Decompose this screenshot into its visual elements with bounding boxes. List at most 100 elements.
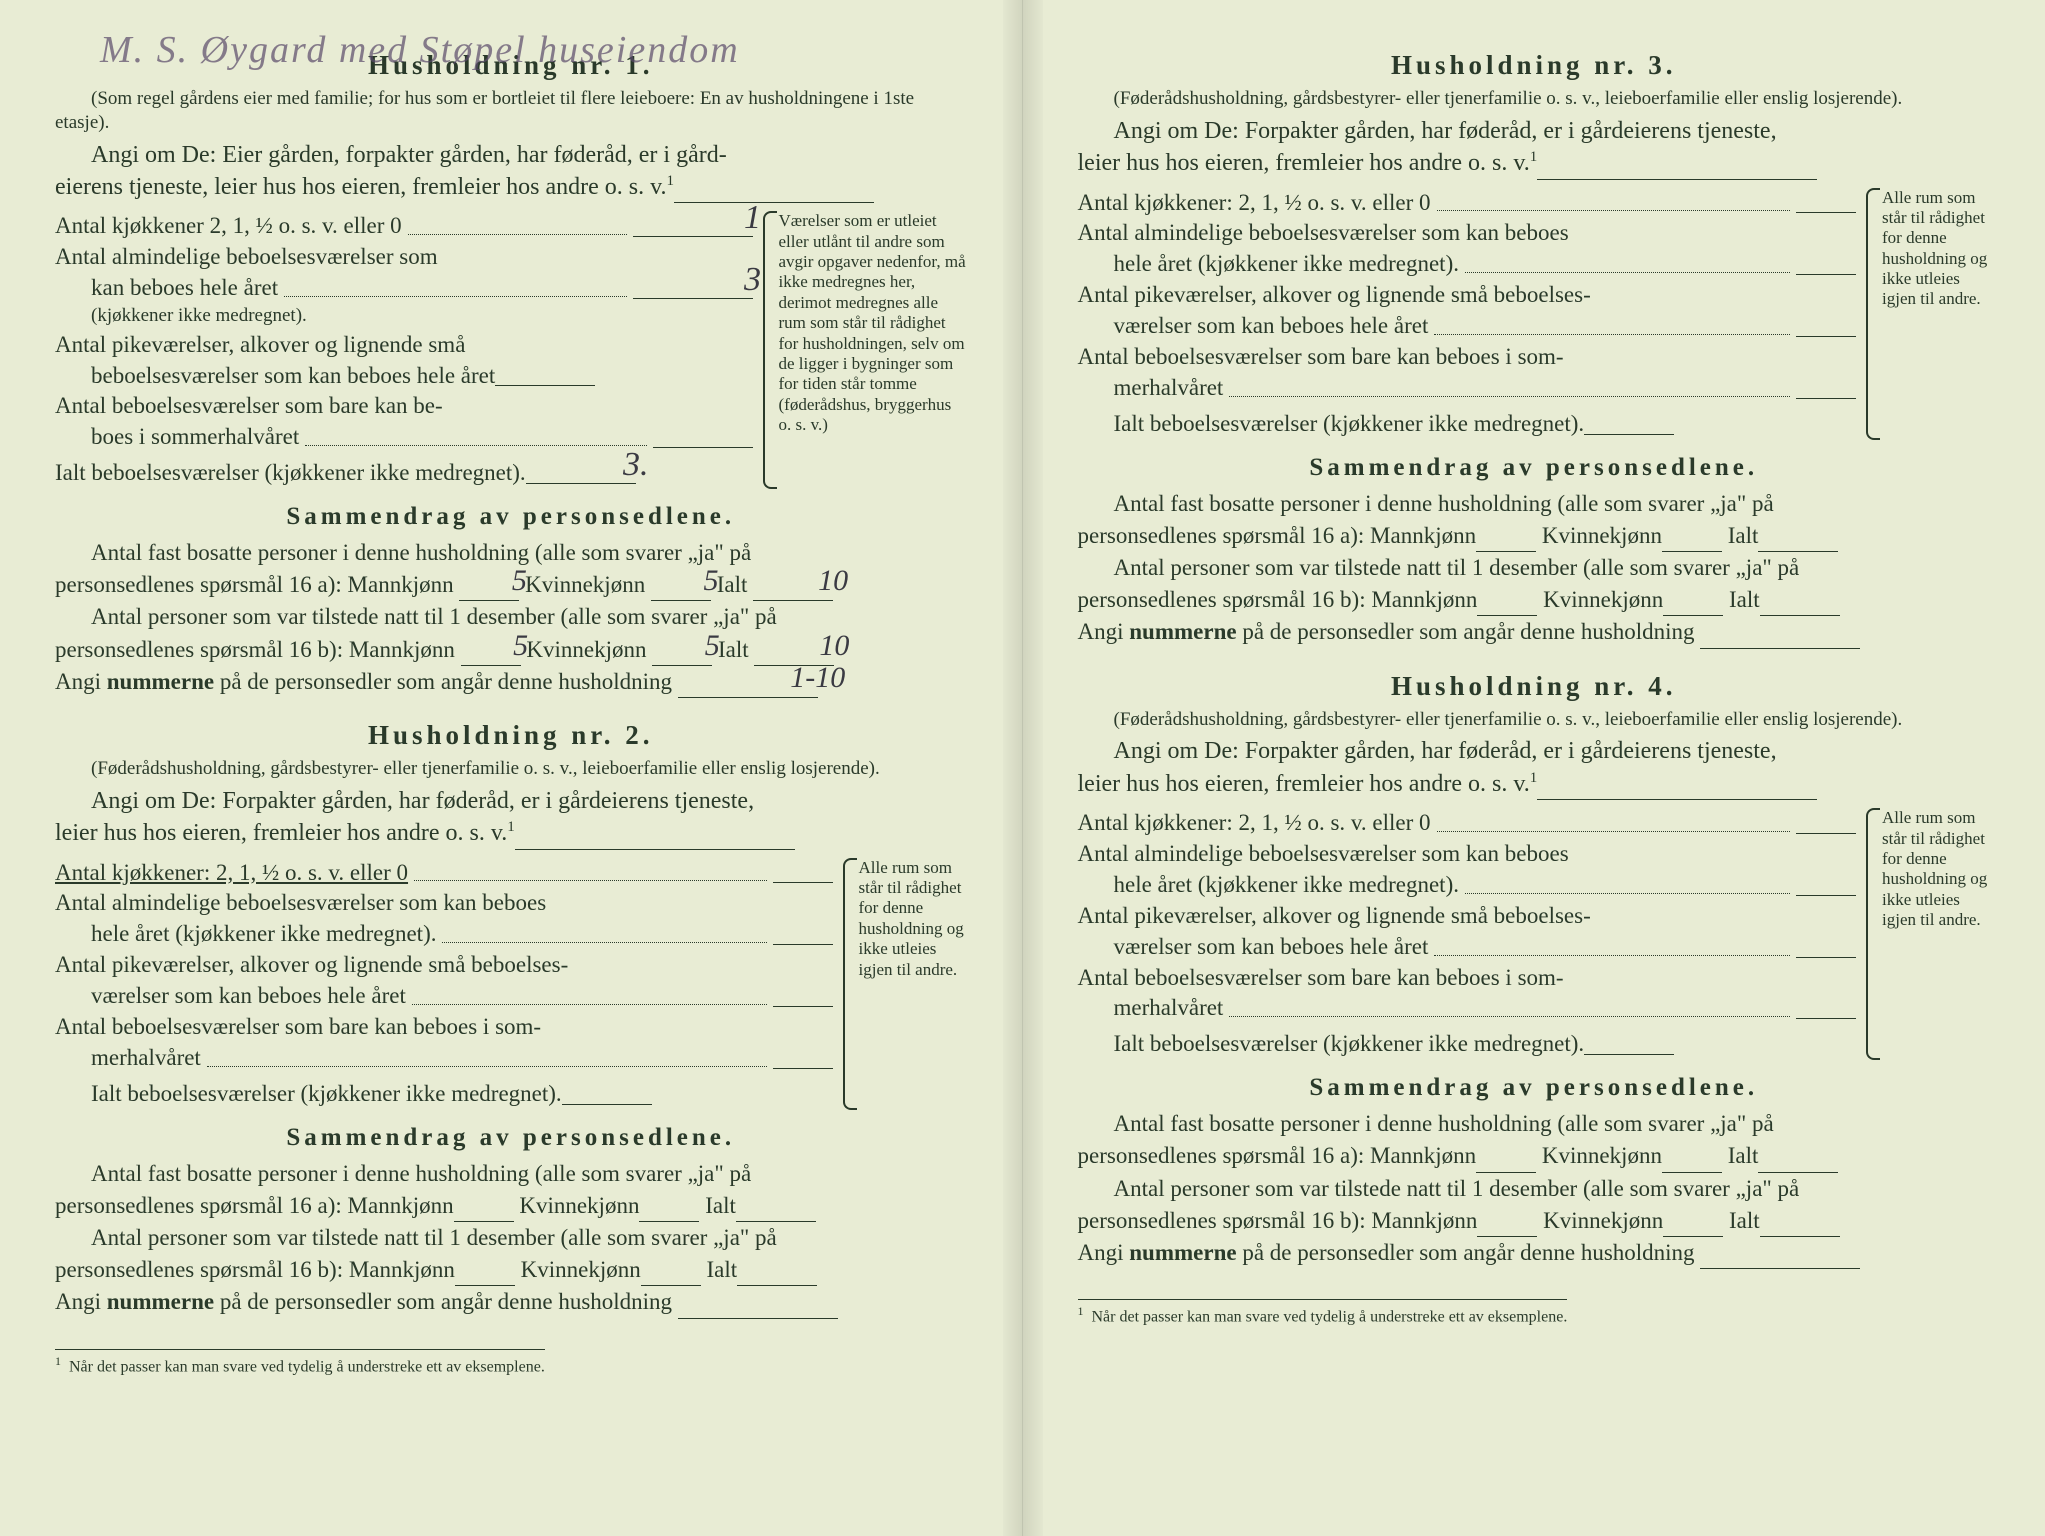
footnote-text-right: Når det passer kan man svare ved tydelig… bbox=[1092, 1309, 1568, 1326]
label-pike: Antal pikeværelser, alkover og lignende … bbox=[55, 330, 465, 360]
summary-title-2: Sammendrag av personsedlene. bbox=[55, 1124, 967, 1152]
fields-left-4: Antal kjøkkener: 2, 1, ½ o. s. v. eller … bbox=[1078, 808, 1857, 1060]
field-kjokken-2: Antal kjøkkener: 2, 1, ½ o. s. v. eller … bbox=[55, 858, 833, 888]
household-2-subtitle: (Føderådshusholdning, gårdsbestyrer- ell… bbox=[55, 757, 967, 781]
label-alm-2b: hele året (kjøkkener ikke medregnet). bbox=[55, 919, 436, 949]
household-4-title: Husholdning nr. 4. bbox=[1078, 671, 1991, 702]
angi-prefix-2: Angi om De: bbox=[91, 788, 222, 814]
label-sommer-3b: merhalvåret bbox=[1078, 373, 1224, 403]
label-mann-a-h3: personsedlenes spørsmål 16 a): Mannkjønn bbox=[1078, 523, 1477, 548]
value-mann-a: 5 bbox=[489, 560, 549, 602]
angi-prefix-3: Angi om De: bbox=[1114, 118, 1245, 144]
value-kvinne-a: 5 bbox=[681, 560, 741, 602]
field-sommer-2b: merhalvåret bbox=[55, 1043, 833, 1073]
field-pike-2: Antal pikeværelser, alkover og lignende … bbox=[55, 950, 833, 980]
label-pike-4: Antal pikeværelser, alkover og lignende … bbox=[1078, 901, 1591, 931]
value-mann-b: 5 bbox=[491, 625, 551, 667]
field-sommer-4: Antal beboelsesværelser som bare kan beb… bbox=[1078, 963, 1857, 993]
field-pike-3: Antal pikeværelser, alkover og lignende … bbox=[1078, 280, 1857, 310]
angi-text-4: Forpakter gården, har føderåd, er i gård… bbox=[1245, 738, 1777, 764]
field-sommer-1: Antal beboelsesværelser som bare kan be- bbox=[55, 391, 753, 421]
angi-line-2: Angi om De: Forpakter gården, har føderå… bbox=[55, 785, 967, 817]
label-mann-a-h2: personsedlenes spørsmål 16 a): Mannkjønn bbox=[55, 1193, 454, 1218]
angi-line-1b: eierens tjeneste, leier hus hos eieren, … bbox=[55, 171, 967, 203]
fields-block-4: Antal kjøkkener: 2, 1, ½ o. s. v. eller … bbox=[1078, 808, 1991, 1060]
field-kjokken-note: (kjøkkener ikke medregnet). bbox=[55, 304, 753, 329]
summary-title-1: Sammendrag av personsedlene. bbox=[55, 503, 967, 531]
label-mann-a-h4: personsedlenes spørsmål 16 a): Mannkjønn bbox=[1078, 1143, 1477, 1168]
sum-a-1-h3: Antal fast bosatte personer i denne hush… bbox=[1078, 488, 1991, 520]
label-mann-a: personsedlenes spørsmål 16 a): Mannkjønn bbox=[55, 572, 454, 597]
sum-b-2-h3: personsedlenes spørsmål 16 b): Mannkjønn… bbox=[1078, 584, 1991, 616]
label-mann-b: personsedlenes spørsmål 16 b): Mannkjønn bbox=[55, 637, 455, 662]
label-kjokken-2: Antal kjøkkener: 2, 1, ½ o. s. v. eller … bbox=[55, 858, 408, 888]
field-ialt-rooms-4: Ialt beboelsesværelser (kjøkkener ikke m… bbox=[1078, 1029, 1857, 1059]
sum-b-1-h2: Antal personer som var tilstede natt til… bbox=[55, 1222, 967, 1254]
field-alm-2: Antal almindelige beboelsesværelser som … bbox=[55, 888, 833, 918]
angi-num-1: Angi nummerne på de personsedler som ang… bbox=[55, 666, 967, 698]
value-kvinne-b: 5 bbox=[682, 625, 742, 667]
brace-icon bbox=[763, 211, 777, 489]
label-pike-3: Antal pikeværelser, alkover og lignende … bbox=[1078, 280, 1591, 310]
field-pike-1: Antal pikeværelser, alkover og lignende … bbox=[55, 330, 753, 360]
label-kvinne-a-h4: Kvinnekjønn bbox=[1542, 1143, 1662, 1168]
label-ialt-b-h4: Ialt bbox=[1729, 1208, 1760, 1233]
label-alm-3b: hele året (kjøkkener ikke medregnet). bbox=[1078, 249, 1459, 279]
field-pike-4: Antal pikeværelser, alkover og lignende … bbox=[1078, 901, 1857, 931]
label-kjokken-note: (kjøkkener ikke medregnet). bbox=[55, 304, 307, 329]
household-4: Husholdning nr. 4. (Føderådshusholdning,… bbox=[1078, 671, 1991, 1270]
side-note-2: Alle rum som står til rådighet for denne… bbox=[847, 858, 967, 1110]
census-document: M. S. Øygard med Støpel huseiendom Husho… bbox=[0, 0, 2045, 1536]
sum-a-2: personsedlenes spørsmål 16 a): Mannkjønn… bbox=[55, 569, 967, 601]
household-3: Husholdning nr. 3. (Føderådshusholdning,… bbox=[1078, 50, 1991, 649]
field-sommer-4b: merhalvåret bbox=[1078, 993, 1857, 1023]
field-pike-2b: værelser som kan beboes hele året bbox=[55, 981, 833, 1011]
angi-num-4: Angi nummerne på de personsedler som ang… bbox=[1078, 1237, 1991, 1269]
field-alm-1: Antal almindelige beboelsesværelser som bbox=[55, 242, 753, 272]
label-sommer-2: Antal beboelsesværelser som bare kan beb… bbox=[55, 1012, 541, 1042]
side-note-text-2: Alle rum som står til rådighet for denne… bbox=[859, 858, 964, 979]
field-sommer-2: Antal beboelsesværelser som bare kan beb… bbox=[55, 1012, 833, 1042]
label-mann-b-h2: personsedlenes spørsmål 16 b): Mannkjønn bbox=[55, 1257, 455, 1282]
sum-a-2-h2: personsedlenes spørsmål 16 a): Mannkjønn… bbox=[55, 1190, 967, 1222]
label-kvinne-b-h3: Kvinnekjønn bbox=[1543, 587, 1663, 612]
angi-text-3: Forpakter gården, har føderåd, er i gård… bbox=[1245, 118, 1777, 144]
label-alm-2: Antal almindelige beboelsesværelser som … bbox=[55, 888, 546, 918]
brace-icon-2 bbox=[843, 858, 857, 1110]
side-note-text-3: Alle rum som står til rådighet for denne… bbox=[1882, 188, 1987, 309]
summary-title-4: Sammendrag av personsedlene. bbox=[1078, 1074, 1991, 1102]
angi-line-3: Angi om De: Forpakter gården, har føderå… bbox=[1078, 115, 1991, 147]
sum-b-1-h3: Antal personer som var tilstede natt til… bbox=[1078, 552, 1991, 584]
side-note-text-4: Alle rum som står til rådighet for denne… bbox=[1882, 808, 1987, 929]
label-pike-b: beboelsesværelser som kan beboes hele år… bbox=[55, 361, 495, 391]
field-sommer-3: Antal beboelsesværelser som bare kan beb… bbox=[1078, 342, 1857, 372]
brace-icon-4 bbox=[1866, 808, 1880, 1060]
footnote-text-left: Når det passer kan man svare ved tydelig… bbox=[69, 1358, 545, 1375]
value-ialt-a: 10 bbox=[793, 560, 873, 602]
field-ialt-rooms-3: Ialt beboelsesværelser (kjøkkener ikke m… bbox=[1078, 409, 1857, 439]
label-ialt-a-h2: Ialt bbox=[705, 1193, 736, 1218]
footnote-ref-4: 1 bbox=[1530, 770, 1538, 786]
label-sommer: Antal beboelsesværelser som bare kan be- bbox=[55, 391, 443, 421]
sum-a-2-h3: personsedlenes spørsmål 16 a): Mannkjønn… bbox=[1078, 520, 1991, 552]
label-ialt-a-h3: Ialt bbox=[1728, 523, 1759, 548]
label-ialt-b-h2: Ialt bbox=[707, 1257, 738, 1282]
household-3-subtitle: (Føderådshusholdning, gårdsbestyrer- ell… bbox=[1078, 87, 1991, 111]
label-ialt-rooms-4: Ialt beboelsesværelser (kjøkkener ikke m… bbox=[1078, 1029, 1585, 1059]
field-ialt-rooms: Ialt beboelsesværelser (kjøkkener ikke m… bbox=[55, 458, 753, 488]
page-right: Husholdning nr. 3. (Føderådshusholdning,… bbox=[1023, 0, 2045, 1536]
field-alm-3b: hele året (kjøkkener ikke medregnet). bbox=[1078, 249, 1857, 279]
field-alm-1b: kan beboes hele året 3 bbox=[55, 273, 753, 303]
sum-a-2-h4: personsedlenes spørsmål 16 a): Mannkjønn… bbox=[1078, 1140, 1991, 1172]
side-note-3: Alle rum som står til rådighet for denne… bbox=[1870, 188, 1990, 440]
label-kvinne-a-h2: Kvinnekjønn bbox=[519, 1193, 639, 1218]
page-left: M. S. Øygard med Støpel huseiendom Husho… bbox=[0, 0, 1023, 1536]
footnote-ref-2: 1 bbox=[507, 819, 515, 835]
field-ialt-rooms-2: Ialt beboelsesværelser (kjøkkener ikke m… bbox=[55, 1079, 833, 1109]
sum-b-1-h4: Antal personer som var tilstede natt til… bbox=[1078, 1173, 1991, 1205]
field-pike-4b: værelser som kan beboes hele året bbox=[1078, 932, 1857, 962]
angi-text-2b: leier hus hos eieren, fremleier hos andr… bbox=[55, 820, 507, 846]
label-alm-4b: hele året (kjøkkener ikke medregnet). bbox=[1078, 870, 1459, 900]
sum-a-1-h2: Antal fast bosatte personer i denne hush… bbox=[55, 1158, 967, 1190]
angi-line-1: Angi om De: Eier gården, forpakter gårde… bbox=[55, 139, 967, 171]
